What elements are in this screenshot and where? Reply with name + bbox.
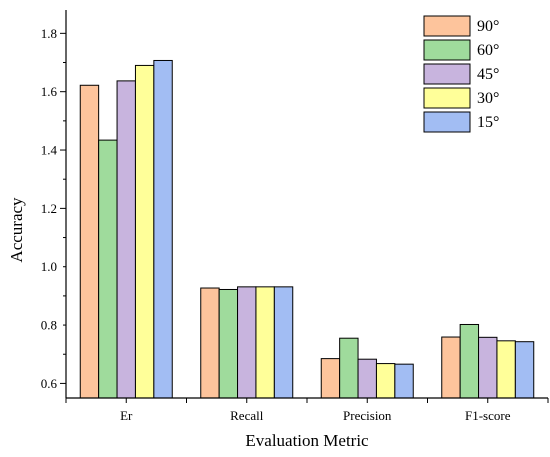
y-tick-label: 1.6: [41, 84, 58, 99]
y-axis-title: Accuracy: [7, 197, 26, 263]
legend-swatch: [423, 39, 471, 61]
legend-label: 60°: [477, 42, 499, 59]
y-tick-label: 1.4: [41, 143, 58, 158]
bar-er-1: [98, 139, 118, 399]
legend-label: 30°: [477, 90, 499, 107]
legend-swatch: [423, 111, 471, 133]
bar-f1-score-0: [441, 336, 461, 399]
y-tick-label: 1.8: [41, 26, 57, 41]
legend-swatch: [423, 15, 471, 37]
bars-layer: [79, 59, 535, 399]
bar-precision-2: [357, 358, 377, 399]
y-tick-label: 0.6: [41, 376, 58, 391]
legend: 90° 60° 45° 30° 15°: [423, 15, 499, 133]
bar-precision-0: [320, 358, 341, 399]
x-tick-label: Er: [120, 408, 133, 423]
x-ticks: Er Recall Precision F1-score: [65, 398, 549, 423]
x-tick-label: Precision: [343, 408, 392, 423]
legend-swatch: [423, 87, 471, 109]
bar-recall-1: [218, 288, 239, 399]
bar-er-2: [116, 80, 136, 399]
bar-f1-score-4: [514, 341, 535, 399]
y-tick-label: 1.0: [41, 259, 57, 274]
legend-swatch: [423, 63, 471, 85]
bar-precision-1: [339, 337, 359, 399]
y-tick-label: 1.2: [41, 201, 57, 216]
bar-f1-score-1: [459, 323, 480, 399]
y-tick-label: 0.8: [41, 318, 57, 333]
y-ticks: 0.6 0.8 1.0 1.2 1.4 1.6 1.8: [41, 26, 66, 391]
bar-er-4: [153, 59, 173, 399]
bar-f1-score-2: [478, 336, 498, 399]
bar-er-0: [79, 84, 100, 399]
bar-er-3: [134, 64, 155, 399]
bar-recall-3: [255, 286, 275, 399]
x-tick-label: F1-score: [465, 408, 511, 423]
bar-precision-4: [394, 363, 414, 399]
legend-label: 45°: [477, 66, 499, 83]
legend-label: 90°: [477, 18, 499, 35]
legend-label: 15°: [477, 114, 499, 131]
bar-recall-2: [237, 286, 257, 399]
bar-recall-4: [273, 286, 294, 399]
bar-precision-3: [375, 363, 396, 399]
x-tick-label: Recall: [230, 408, 264, 423]
bar-f1-score-3: [496, 340, 516, 399]
x-axis-title: Evaluation Metric: [245, 431, 369, 450]
bar-recall-0: [200, 287, 220, 399]
